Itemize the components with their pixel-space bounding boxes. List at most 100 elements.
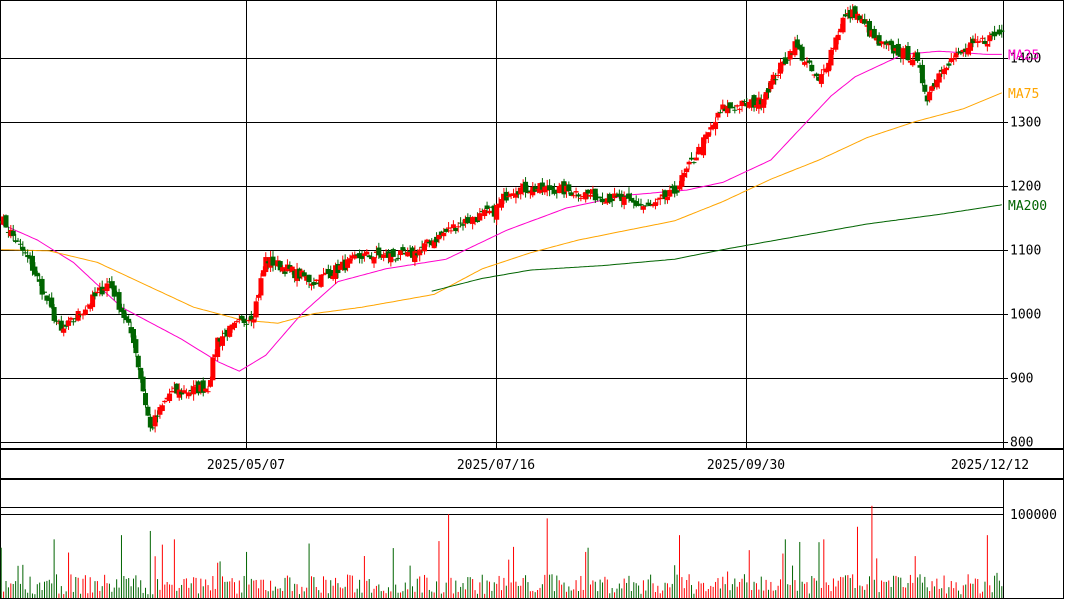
candle-body-133 (318, 274, 324, 287)
candle-body-50 (118, 308, 124, 312)
candle-body-320 (768, 80, 774, 90)
price-tick-1100: 1100 (1010, 244, 1041, 259)
candle-body-375 (900, 48, 906, 59)
price-tick-1300: 1300 (1010, 116, 1041, 131)
candle-body-181 (434, 236, 440, 243)
candle-body-190 (455, 226, 461, 228)
candle-body-2 (3, 215, 9, 228)
candle-body-216 (518, 187, 524, 195)
candle-body-174 (417, 249, 423, 256)
candle-body-361 (867, 20, 873, 37)
candle-body-92 (219, 336, 225, 346)
candle-body-104 (248, 315, 254, 321)
candle-body-244 (585, 189, 591, 194)
candle-body-394 (946, 63, 952, 66)
candle-body-288 (691, 162, 697, 164)
candle-body-8 (17, 243, 23, 245)
candle-body-404 (970, 38, 976, 44)
candle-body-351 (842, 14, 848, 17)
candle-body-318 (763, 92, 769, 100)
line-ma25 (0, 50, 1002, 372)
candle-body-137 (328, 270, 334, 279)
candle-body-97 (232, 322, 238, 328)
candle-body-87 (207, 380, 213, 387)
candle-body-117 (280, 267, 286, 272)
candle-body-35 (82, 309, 88, 315)
candle-body-261 (626, 193, 632, 199)
candle-body-327 (785, 59, 791, 61)
candle-body-105 (251, 319, 257, 323)
candle-body-254 (609, 198, 615, 202)
candle-body-238 (571, 195, 577, 197)
volume-axis-ticks: 100000 (1010, 508, 1057, 523)
candle-body-90 (215, 337, 221, 358)
candle-body-84 (200, 380, 206, 393)
candle-body-379 (910, 59, 916, 66)
candle-body-59 (140, 376, 146, 392)
candle-body-64 (152, 415, 158, 427)
candle-body-177 (424, 239, 430, 243)
candle-body-392 (941, 69, 947, 75)
candle-body-10 (22, 252, 28, 254)
candle-body-191 (458, 222, 464, 224)
candle-body-188 (450, 224, 456, 229)
candle-body-280 (672, 185, 678, 194)
candle-body-347 (833, 37, 839, 50)
candle-body-214 (513, 193, 519, 198)
candle-body-337 (809, 64, 815, 72)
candle-body-189 (453, 228, 459, 232)
candle-body-309 (741, 101, 747, 103)
candle-body-151 (361, 253, 367, 256)
candle-body-396 (951, 58, 957, 60)
candle-body-102 (244, 323, 250, 325)
candle-body-75 (179, 391, 185, 395)
candle-body-103 (246, 319, 252, 322)
candle-body-65 (155, 415, 161, 417)
candle-body-187 (448, 230, 454, 232)
candle-body-322 (773, 79, 779, 81)
candle-body-359 (862, 19, 868, 24)
candle-body-229 (549, 186, 555, 190)
candle-body-9 (20, 246, 26, 251)
candle-body-46 (109, 281, 115, 289)
candle-body-241 (578, 197, 584, 199)
candle-body-150 (359, 255, 365, 259)
candle-body-23 (54, 320, 60, 322)
candle-body-141 (337, 265, 343, 270)
candle-body-184 (441, 232, 447, 237)
candle-body-298 (715, 112, 721, 118)
candle-body-99 (236, 319, 242, 321)
candle-body-366 (879, 41, 885, 44)
candle-body-5 (10, 230, 16, 236)
candle-body-106 (253, 301, 259, 318)
candle-body-98 (234, 321, 240, 323)
candle-body-324 (778, 62, 784, 74)
candle-body-299 (717, 112, 723, 114)
candle-body-145 (347, 258, 353, 264)
candle-body-218 (523, 181, 529, 193)
date-axis-frame (0, 449, 1064, 479)
candle-body-389 (934, 79, 940, 88)
candle-body-272 (652, 202, 658, 207)
price-tick-1400: 1400 (1010, 52, 1041, 67)
candle-body-130 (311, 282, 317, 285)
candle-body-15 (34, 272, 40, 277)
candle-body-192 (460, 224, 466, 226)
candle-body-308 (739, 100, 745, 107)
candle-body-62 (147, 416, 153, 428)
candle-body-236 (566, 184, 572, 192)
candle-body-203 (486, 210, 492, 214)
price-tick-1000: 1000 (1010, 308, 1041, 323)
candle-body-118 (282, 271, 288, 274)
candle-body-199 (477, 213, 483, 221)
candle-body-264 (633, 201, 639, 206)
candle-body-345 (828, 49, 834, 66)
candle-body-269 (645, 202, 651, 205)
candle-body-253 (607, 193, 613, 203)
legend-ma75: MA75 (1008, 87, 1039, 102)
candle-body-393 (943, 67, 949, 71)
candle-body-303 (727, 102, 733, 109)
candle-body-297 (713, 121, 719, 130)
candle-body-304 (729, 106, 735, 109)
candle-body-331 (794, 39, 800, 48)
